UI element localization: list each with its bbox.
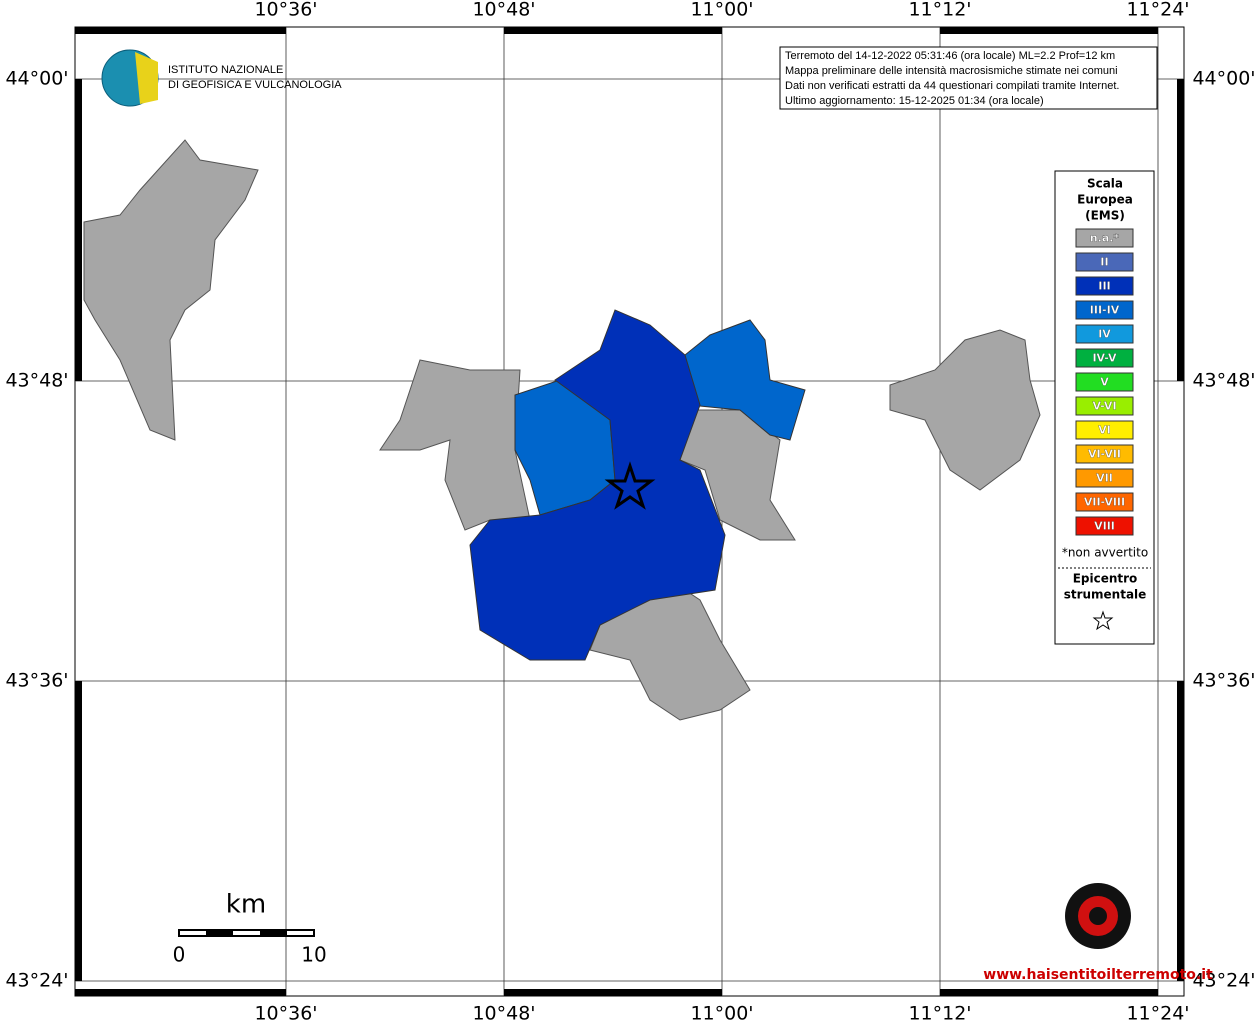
- latitude-label: 43°48': [5, 370, 68, 392]
- info-line: Ultimo aggiornamento: 15-12-2025 01:34 (…: [785, 95, 1044, 107]
- legend-swatch: [1075, 444, 1134, 464]
- legend-swatch: [1075, 492, 1134, 512]
- frame-bar: [504, 27, 722, 34]
- longitude-label: 10°48': [472, 0, 535, 21]
- frame-bar: [940, 27, 1158, 34]
- frame-bar: [940, 989, 1158, 996]
- legend-swatch: [1075, 228, 1134, 248]
- legend-swatch: [1075, 468, 1134, 488]
- legend-swatch: [1075, 396, 1134, 416]
- latitude-label: 44°00': [1192, 68, 1255, 90]
- legend-label: n.a.*: [1090, 232, 1120, 245]
- graticule: 10°36' 10°36' 10°48' 10°48' 11°00' 11°00' 11°1…: [5, 0, 1255, 1025]
- scale-bar: [260, 930, 287, 936]
- scale-bar: [178, 929, 315, 937]
- logo-text: DI GEOFISICA E VULCANOLOGIA: [168, 79, 342, 91]
- info-line: Terremoto del 14-12-2022 05:31:46 (ora l…: [785, 50, 1115, 62]
- legend-label: VIII: [1094, 520, 1115, 533]
- longitude-label: 11°24': [1126, 0, 1189, 21]
- longitude-label: 11°00': [690, 1003, 753, 1025]
- legend-swatch: [1075, 276, 1134, 296]
- scale-bar: [206, 930, 233, 936]
- legend-swatch: [1075, 348, 1134, 368]
- legend-label: VI: [1098, 424, 1111, 437]
- legend-label: IV: [1098, 328, 1111, 341]
- legend-swatch: [1075, 420, 1134, 440]
- frame-bar: [75, 27, 286, 34]
- latitude-label: 43°36': [5, 670, 68, 692]
- legend-label: V-VI: [1092, 400, 1116, 413]
- legend-label: III-IV: [1090, 304, 1120, 317]
- legend-label: II: [1100, 256, 1108, 269]
- longitude-label: 11°12': [908, 1003, 971, 1025]
- latitude-label: 43°36': [1192, 670, 1255, 692]
- logo-icon: [135, 52, 158, 104]
- watermark-icon: [1089, 907, 1107, 925]
- frame-bar: [75, 79, 82, 381]
- legend-title: Europea: [1077, 193, 1133, 207]
- longitude-label: 11°24': [1126, 1003, 1189, 1025]
- legend-label: IV-V: [1092, 352, 1117, 365]
- longitude-label: 10°48': [472, 1003, 535, 1025]
- legend-title: (EMS): [1085, 209, 1125, 223]
- watermark-text: www.haisentitoilterremoto.it: [983, 967, 1213, 983]
- latitude-label: 44°00': [5, 68, 68, 90]
- longitude-label: 10°36': [254, 1003, 317, 1025]
- latitude-label: 43°48': [1192, 370, 1255, 392]
- region-na: [83, 139, 259, 441]
- scale-end: 10: [301, 943, 326, 967]
- legend-label: VII-VIII: [1084, 496, 1125, 509]
- info-box: [779, 46, 1158, 110]
- region-na: [889, 329, 1041, 491]
- longitude-label: 11°00': [690, 0, 753, 21]
- legend-title: Scala: [1087, 177, 1123, 191]
- region-iii: [469, 309, 726, 661]
- longitude-label: 10°36': [254, 0, 317, 21]
- latitude-label: 43°24': [5, 970, 68, 992]
- legend-swatch: [1075, 516, 1134, 536]
- legend-swatch: [1075, 372, 1134, 392]
- legend-swatch: [1075, 252, 1134, 272]
- legend-note: *non avvertito: [1062, 546, 1148, 560]
- longitude-label: 11°12': [908, 0, 971, 21]
- epicenter-star: [604, 461, 656, 510]
- legend-swatch: [1075, 300, 1134, 320]
- latitude-label: 43°24': [1192, 970, 1255, 992]
- legend-epicenter: Epicentro: [1073, 572, 1138, 586]
- frame-bar: [1177, 681, 1184, 981]
- legend-label: VII: [1096, 472, 1113, 485]
- info-line: Dati non verificati estratti da 44 quest…: [785, 80, 1119, 92]
- legend-items: ScalaEuropea(EMS)n.a.*IIIIIIII-IVIVIV-VV…: [1058, 177, 1151, 631]
- region-iii-iv: [684, 319, 806, 441]
- region-na: [379, 359, 531, 531]
- frame-bar: [1177, 79, 1184, 381]
- frame-bar: [75, 681, 82, 981]
- legend-epicenter: strumentale: [1064, 588, 1147, 602]
- legend-star: [1092, 610, 1114, 631]
- legend-swatch: [1075, 324, 1134, 344]
- legend-label: V: [1100, 376, 1109, 389]
- info-line: Mappa preliminare delle intensità macros…: [785, 65, 1118, 77]
- legend-label: III: [1098, 280, 1110, 293]
- scale-start: 0: [173, 943, 186, 967]
- frame-bar: [504, 989, 722, 996]
- logo-text: ISTITUTO NAZIONALE: [168, 64, 283, 76]
- legend-label: VI-VII: [1088, 448, 1121, 461]
- frame-bar: [75, 989, 286, 996]
- info-lines: Terremoto del 14-12-2022 05:31:46 (ora l…: [785, 50, 1119, 107]
- scale-unit: km: [226, 890, 266, 920]
